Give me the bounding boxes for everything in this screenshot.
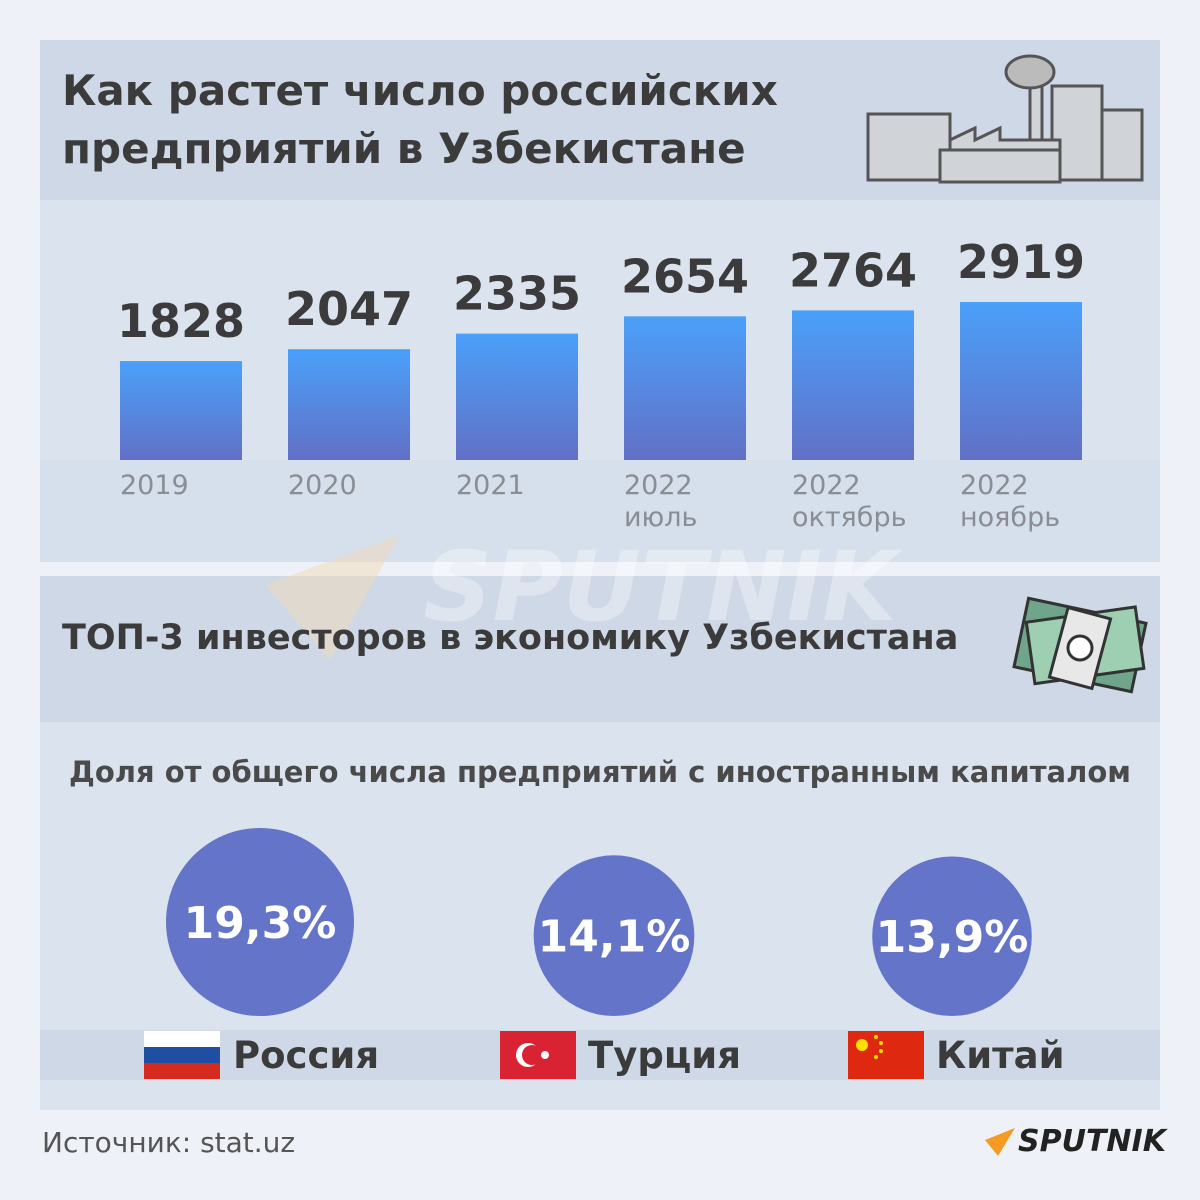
- bubble: [872, 856, 1032, 1016]
- watermark-arrow: [265, 535, 400, 660]
- category-label: Турция: [588, 1034, 741, 1077]
- flag-china: [848, 1031, 924, 1079]
- flag-turkey: [500, 1031, 576, 1079]
- value-label: 2047: [285, 282, 413, 336]
- bubble: [533, 855, 695, 1016]
- value-label: 2919: [957, 235, 1085, 289]
- money-icon: [1012, 596, 1148, 694]
- bar: [792, 310, 914, 460]
- watermark: SPUTNIK: [423, 531, 903, 643]
- chart-title: ТОП-3 инвесторов в экономику Узбекистана: [62, 618, 959, 658]
- label-strip: [40, 460, 1160, 562]
- value-label: 14,1%: [538, 912, 691, 963]
- x-tick-label: 2021: [456, 470, 525, 501]
- logo-arrow: [985, 1128, 1015, 1156]
- value-label: 2764: [789, 243, 917, 297]
- bar: [960, 302, 1082, 460]
- x-tick-label: 2022 ноябрь: [960, 470, 1061, 533]
- chart-subtitle: Доля от общего числа предприятий с иност…: [69, 755, 1131, 789]
- bar: [288, 349, 410, 460]
- value-label: 19,3%: [184, 898, 337, 949]
- value-label: 2335: [453, 267, 581, 321]
- country-strip: [40, 1030, 1160, 1080]
- x-tick-label: 2019: [120, 470, 189, 501]
- value-label: 2654: [621, 249, 749, 303]
- category-label: Россия: [233, 1034, 379, 1077]
- source: Источник: stat.uz: [42, 1126, 296, 1159]
- x-tick-label: 2022 июль: [624, 470, 698, 533]
- category-label: Китай: [936, 1034, 1065, 1077]
- factory-icon: [866, 54, 1144, 184]
- value-label: 1828: [117, 294, 245, 348]
- bar: [456, 333, 578, 460]
- value-label: 13,9%: [876, 912, 1029, 963]
- bubble: [166, 828, 354, 1016]
- bar: [624, 316, 746, 460]
- chart-title: Как растет число российских предприятий …: [62, 66, 778, 173]
- logo: SPUTNIK: [1018, 1124, 1166, 1159]
- bar: [120, 361, 242, 460]
- x-tick-label: 2022 октябрь: [792, 470, 907, 533]
- header-panel: [40, 576, 1160, 722]
- flag-russia: [144, 1031, 220, 1079]
- x-tick-label: 2020: [288, 470, 357, 501]
